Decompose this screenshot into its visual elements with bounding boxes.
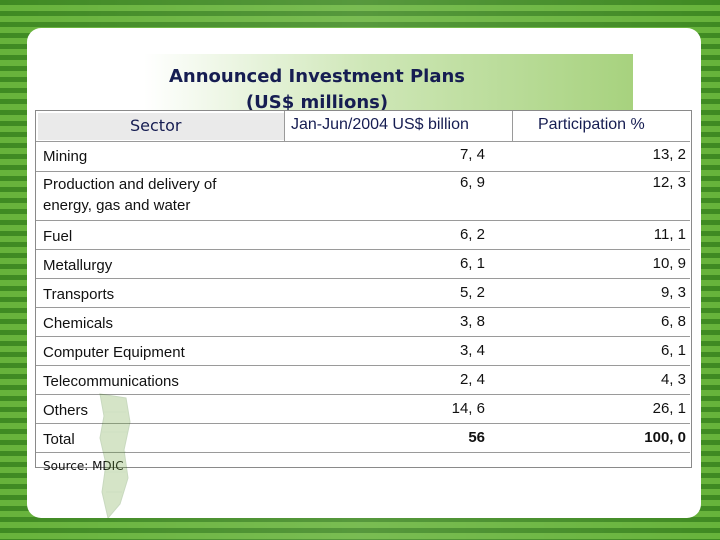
row-participation: 6, 1 [660, 342, 686, 359]
row-participation: 9, 3 [660, 284, 686, 301]
header-column-divider [512, 111, 513, 142]
row-value: 5, 2 [459, 284, 485, 301]
row-value: 56 [468, 429, 485, 446]
row-divider [36, 365, 690, 366]
row-divider [36, 394, 690, 395]
row-divider [36, 220, 690, 221]
row-value: 3, 4 [459, 342, 485, 359]
row-participation: 12, 3 [652, 174, 686, 191]
row-value: 2, 4 [459, 371, 485, 388]
map-watermark-icon [99, 393, 131, 520]
row-participation: 100, 0 [644, 429, 686, 446]
row-sector: Total [43, 431, 75, 448]
row-sector: Others [43, 402, 89, 419]
row-divider [36, 278, 690, 279]
row-divider [36, 423, 690, 424]
row-value: 6, 2 [459, 226, 485, 243]
row-sector: Production and delivery of energy, gas a… [43, 174, 216, 216]
header-period: Jan-Jun/2004 US$ billion [291, 116, 469, 133]
row-divider [36, 452, 690, 453]
row-sector: Transports [43, 286, 115, 303]
row-divider [36, 249, 690, 250]
row-sector: Computer Equipment [43, 344, 185, 361]
row-sector-line-2: energy, gas and water [43, 197, 191, 214]
row-sector: Chemicals [43, 315, 114, 332]
row-participation: 11, 1 [653, 226, 686, 243]
row-participation: 4, 3 [660, 371, 686, 388]
row-value: 3, 8 [459, 313, 485, 330]
row-divider [36, 307, 690, 308]
row-divider [36, 171, 690, 172]
row-sector-line-1: Production and delivery of [43, 176, 217, 193]
row-sector: Metallurgy [43, 257, 113, 274]
header-sector: Sector [130, 116, 182, 135]
header-column-divider [284, 111, 285, 142]
sector-header-background [38, 113, 284, 140]
title-line-1: Announced Investment Plans [168, 66, 466, 87]
row-value: 14, 6 [451, 400, 485, 417]
row-sector: Mining [43, 148, 88, 165]
title-line-2: (US$ millions) [245, 92, 389, 113]
row-value: 7, 4 [459, 146, 485, 163]
row-value: 6, 1 [459, 255, 485, 272]
header-participation: Participation % [538, 116, 645, 133]
row-participation: 6, 8 [660, 313, 686, 330]
source-note: Source: MDIC [43, 459, 124, 473]
row-sector: Fuel [43, 228, 73, 245]
row-sector: Telecommunications [43, 373, 179, 390]
slide-title: Announced Investment Plans (US$ millions… [97, 64, 537, 116]
row-value: 6, 9 [459, 174, 485, 191]
row-divider [36, 336, 690, 337]
header-divider [36, 141, 690, 142]
investment-table [35, 110, 692, 468]
row-participation: 13, 2 [652, 146, 686, 163]
row-participation: 10, 9 [652, 255, 686, 272]
row-participation: 26, 1 [652, 400, 686, 417]
